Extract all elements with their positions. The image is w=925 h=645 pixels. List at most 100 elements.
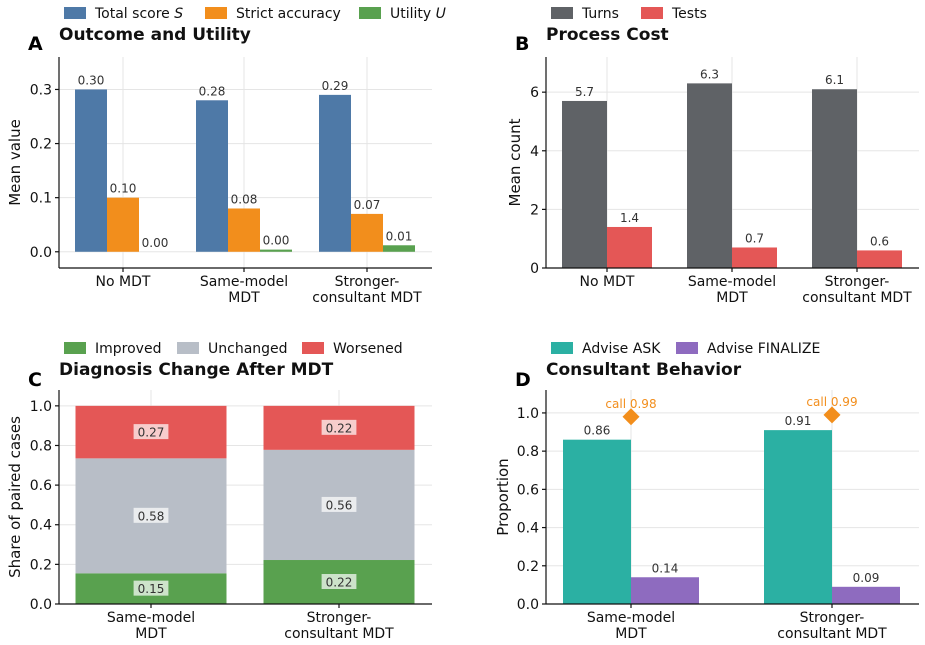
- x-tick-label: Same-model MDT: [200, 274, 288, 306]
- y-tick-label: 4: [530, 144, 539, 160]
- data-label-turns-2: 6.3: [700, 67, 719, 81]
- legend-swatch-utility: [359, 7, 381, 19]
- y-tick-label: 0.6: [517, 482, 539, 498]
- legend-swatch-total-score: [64, 7, 86, 19]
- legend-label-turns: Turns: [581, 6, 619, 22]
- bar-tests-2: [732, 247, 777, 268]
- legend-swatch-strict-accuracy: [205, 7, 227, 19]
- bar-turns-2: [687, 83, 732, 268]
- legend-swatch-turns: [551, 7, 573, 19]
- y-tick-label: 0.0: [30, 245, 52, 261]
- bar-total-score-1: [75, 89, 107, 252]
- data-label-strict-accuracy-3: 0.07: [354, 198, 381, 212]
- data-label-unchanged-1: 0.58: [138, 509, 165, 523]
- call-rate-marker: [823, 406, 841, 424]
- panel-title: Outcome and Utility: [59, 25, 251, 45]
- bar-advise-finalize-2: [832, 586, 900, 604]
- bar-turns-3: [812, 89, 857, 268]
- bar-tests-1: [607, 226, 652, 268]
- panel-a: 0.30 0.10 0.00 0.28 0.08 0.00 0.29 0.07 0.01 0.0 0…: [6, 6, 446, 306]
- data-label-worsened-2: 0.22: [326, 421, 353, 435]
- x-tick-label: Stronger-consultant MDT: [777, 610, 887, 642]
- legend-swatch-worsened: [302, 342, 324, 354]
- x-tick-label: No MDT: [580, 274, 635, 290]
- call-rate-marker: [622, 408, 640, 426]
- y-tick-label: 0.2: [30, 137, 52, 153]
- legend-label-utility: Utility U: [390, 6, 446, 22]
- data-label-utility-2: 0.00: [263, 234, 290, 248]
- y-axis-label: Share of paired cases: [6, 416, 24, 578]
- legend-label-worsened: Worsened: [333, 341, 403, 357]
- panel-title: Process Cost: [546, 25, 669, 45]
- y-tick-label: 0.8: [517, 444, 539, 460]
- x-tick-label: Same-model MDT: [107, 610, 195, 642]
- y-tick-label: 0.2: [30, 557, 52, 573]
- legend-label-advise-finalize: Advise FINALIZE: [707, 341, 820, 357]
- bar-advise-ask-1: [563, 439, 631, 604]
- bar-strict-accuracy-1: [107, 197, 139, 252]
- bar-tests-3: [857, 250, 902, 268]
- legend-label-unchanged: Unchanged: [208, 341, 288, 357]
- legend-swatch-advise-finalize: [676, 342, 698, 354]
- data-label-total-score-1: 0.30: [78, 73, 105, 87]
- y-tick-label: 1.0: [30, 399, 52, 415]
- y-tick-label: 0.6: [30, 478, 52, 494]
- call-rate-label: call 0.98: [605, 397, 656, 411]
- data-label-advise-ask-2: 0.91: [785, 414, 812, 428]
- data-label-advise-finalize-2: 0.09: [853, 571, 880, 585]
- panel-letter: C: [28, 369, 42, 391]
- panel-d: 0.86 0.14 0.91 0.09 call 0.98 call 0.99 0.0 0.2…: [494, 341, 919, 642]
- panel-title: Consultant Behavior: [546, 360, 742, 380]
- data-label-tests-1: 1.4: [620, 211, 639, 225]
- x-tick-label: Stronger-consultant MDT: [312, 274, 422, 306]
- panel-letter: D: [515, 369, 531, 391]
- y-tick-label: 6: [530, 85, 539, 101]
- data-label-advise-ask-1: 0.86: [584, 424, 611, 438]
- panel-b: 5.7 1.4 6.3 0.7 6.1 0.6 0 2 4 6 No MDT Same-model MD…: [506, 6, 919, 306]
- bar-strict-accuracy-3: [351, 213, 383, 252]
- y-tick-label: 0.1: [30, 191, 52, 207]
- data-label-strict-accuracy-2: 0.08: [231, 192, 258, 206]
- y-axis-label: Mean value: [6, 119, 24, 206]
- x-tick-label: Same-model MDT: [587, 610, 675, 642]
- data-label-box: [321, 419, 357, 435]
- y-tick-label: 0.0: [517, 597, 539, 613]
- panel-letter: A: [28, 33, 43, 55]
- data-label-box: [321, 574, 357, 590]
- y-tick-label: 0.0: [30, 597, 52, 613]
- bar-advise-finalize-1: [631, 577, 699, 604]
- x-tick-label: Same-model MDT: [688, 274, 776, 306]
- data-label-box: [321, 496, 357, 512]
- bar-advise-ask-2: [764, 430, 832, 604]
- data-label-unchanged-2: 0.56: [326, 498, 353, 512]
- data-label-box: [133, 507, 169, 523]
- y-tick-label: 0: [530, 261, 539, 277]
- legend-swatch-advise-ask: [551, 342, 573, 354]
- x-tick-label: Stronger-consultant MDT: [802, 274, 912, 306]
- data-label-improved-2: 0.22: [326, 576, 353, 590]
- data-label-utility-3: 0.01: [386, 229, 413, 243]
- call-rate-label: call 0.99: [806, 395, 857, 409]
- data-label-worsened-1: 0.27: [138, 426, 165, 440]
- y-axis-label: Proportion: [494, 458, 512, 535]
- data-label-advise-finalize-1: 0.14: [652, 561, 679, 575]
- y-axis-label: Mean count: [506, 118, 524, 206]
- data-label-box: [133, 424, 169, 440]
- data-label-total-score-3: 0.29: [322, 79, 349, 93]
- panel-c: 0.15 0.58 0.27 0.22 0.56 0.22 0.0 0.2 0.4 0.6 0.8 1…: [6, 341, 432, 642]
- data-label-turns-1: 5.7: [575, 85, 594, 99]
- legend-label-tests: Tests: [671, 6, 707, 22]
- panel-letter: B: [515, 33, 529, 55]
- y-tick-label: 0.8: [30, 438, 52, 454]
- y-tick-label: 0.3: [30, 82, 52, 98]
- y-tick-label: 2: [530, 202, 539, 218]
- data-label-tests-2: 0.7: [745, 231, 764, 245]
- bar-strict-accuracy-2: [228, 208, 260, 252]
- x-tick-label: Stronger-consultant MDT: [284, 610, 394, 642]
- data-label-utility-1: 0.00: [142, 236, 169, 250]
- y-tick-label: 0.2: [517, 559, 539, 575]
- legend-label-advise-ask: Advise ASK: [582, 341, 661, 357]
- legend-label-improved: Improved: [95, 341, 161, 357]
- legend-swatch-improved: [64, 342, 86, 354]
